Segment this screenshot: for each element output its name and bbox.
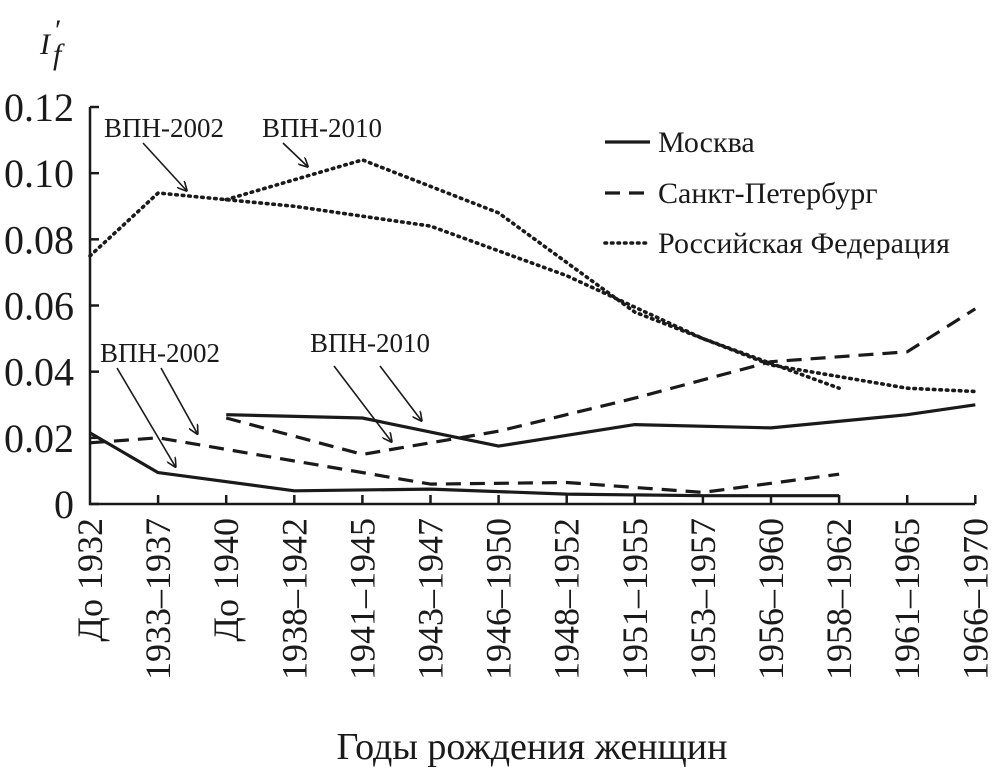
y-ticks: 0 0.02 0.04 0.06 0.08 0.10 0.12 <box>4 85 99 527</box>
x-axis-title: Годы рождения женщин <box>337 726 728 768</box>
series-line-5 <box>224 158 978 394</box>
x-tick-label: 1948–1952 <box>547 518 587 680</box>
y-tick-label: 0.08 <box>4 217 74 262</box>
annotation-arrow-rf-2010 <box>282 142 307 166</box>
annotation-arrow-spb-2002 <box>160 367 197 433</box>
series-line-1 <box>226 403 976 448</box>
legend-label-rf: Российская Федерация <box>658 227 950 260</box>
legend-label-moscow: Москва <box>658 126 755 159</box>
x-tick-label: 1943–1947 <box>411 518 451 680</box>
annotations: ВПН-2002 ВПН-2010 ВПН-2002 ВПН-2010 <box>100 113 430 466</box>
y-tick-label: 0.04 <box>4 350 74 395</box>
series-line-0 <box>89 431 840 498</box>
x-tick-label: 1946–1950 <box>479 518 519 680</box>
series-line-3 <box>225 307 977 456</box>
annotation-msk-spb-2002: ВПН-2002 <box>100 338 220 368</box>
series-layer <box>88 158 978 498</box>
legend: Москва Санкт-Петербург Российская Федера… <box>603 126 950 260</box>
x-tick-label: 1956–1960 <box>751 518 791 680</box>
x-tick-label: 1966–1970 <box>955 518 995 680</box>
x-tick-label: 1953–1957 <box>683 518 723 680</box>
y-tick-label: 0 <box>54 482 74 527</box>
annotation-msk-spb-2010: ВПН-2010 <box>310 328 430 358</box>
y-tick-label: 0.06 <box>4 284 74 329</box>
legend-label-spb: Санкт-Петербург <box>658 177 878 210</box>
y-tick-label: 0.10 <box>4 151 74 196</box>
y-tick-label: 0.12 <box>4 85 74 130</box>
y-axis-title-main: I <box>39 28 52 61</box>
series-line-2 <box>89 436 840 494</box>
annotation-rf-2010: ВПН-2010 <box>262 113 382 143</box>
x-tick-label: 1961–1965 <box>887 518 927 680</box>
x-tick-label: 1958–1962 <box>819 518 859 680</box>
y-axis-title-subscript: f <box>53 38 65 71</box>
x-tick-label: 1951–1955 <box>615 518 655 680</box>
x-ticks: До 1932 1933–1937 До 1940 1938–1942 1941–194… <box>70 495 995 680</box>
annotation-arrow-msk-2010 <box>333 365 391 441</box>
annotation-arrow-msk-2002 <box>116 367 175 466</box>
x-tick-label: До 1940 <box>206 518 246 642</box>
x-tick-label: 1938–1942 <box>274 518 314 680</box>
axis-frame <box>88 107 975 506</box>
y-tick-label: 0.02 <box>4 416 74 461</box>
y-axis-title: I ′ f <box>39 14 65 71</box>
x-tick-label: 1941–1945 <box>342 518 382 680</box>
x-tick-label: 1933–1937 <box>138 518 178 680</box>
y-axis-title-prime: ′ <box>55 14 62 47</box>
x-tick-label: До 1932 <box>70 518 110 642</box>
annotation-arrow-spb-2010 <box>379 365 421 420</box>
annotation-rf-2002: ВПН-2002 <box>104 113 224 143</box>
annotation-arrow-rf-2002 <box>142 142 186 190</box>
